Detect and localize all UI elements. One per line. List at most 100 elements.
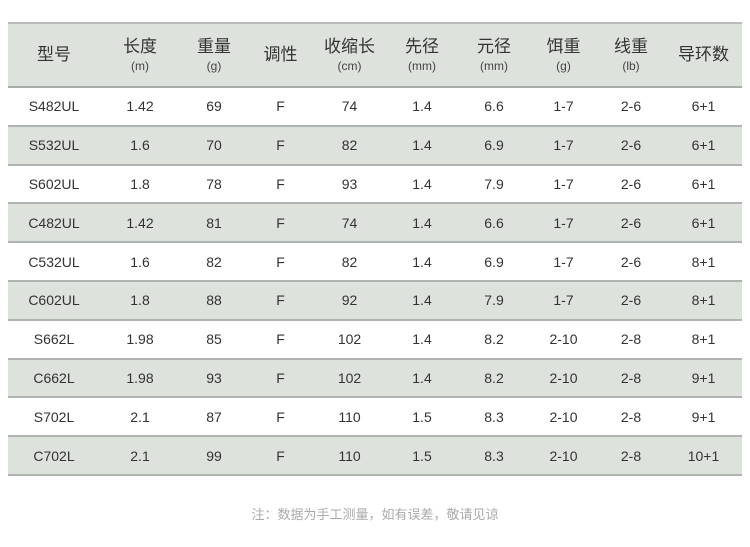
table-cell: 7.9: [484, 175, 504, 192]
table-cell: 2-6: [620, 98, 642, 115]
table-cell: F: [276, 214, 285, 231]
column-label: 先径: [405, 37, 439, 56]
table-row: C482UL 1.42 81 F 74 1.4 6.6 1-7 2-6 6+1: [8, 203, 742, 243]
table-cell: 78: [206, 175, 222, 192]
table-cell: 1-7: [553, 253, 574, 270]
table-cell: F: [276, 175, 285, 192]
table-cell: 2-6: [620, 214, 642, 231]
table-cell: 1.4: [412, 331, 432, 348]
table-cell: 2-10: [549, 331, 578, 348]
table-cell: 1.98: [126, 369, 154, 386]
column-label: 导环数: [678, 45, 729, 64]
table-cell: 1.8: [130, 292, 150, 309]
table-cell: 70: [206, 137, 222, 154]
table-cell: 8.2: [484, 331, 504, 348]
table-cell: 88: [206, 292, 222, 309]
table-cell: 9+1: [691, 408, 716, 425]
table-cell: 85: [206, 331, 222, 348]
column-header: 型号: [8, 23, 100, 87]
table-cell: 7.9: [484, 292, 504, 309]
table-cell: 102: [337, 331, 362, 348]
table-cell: 110: [338, 408, 361, 425]
table-cell: S662L: [33, 331, 75, 348]
column-header: 元径 (mm): [458, 23, 530, 87]
table-cell: 1.4: [412, 214, 432, 231]
table-cell: 8.3: [484, 408, 504, 425]
table-cell: 1-7: [553, 175, 574, 192]
table-cell: 102: [337, 369, 362, 386]
table-cell: 69: [206, 98, 222, 115]
table-cell: 2-8: [620, 408, 642, 425]
table-cell: 6+1: [691, 98, 716, 115]
table-cell: 1.4: [412, 253, 432, 270]
table-row: S662L 1.98 85 F 102 1.4 8.2 2-10 2-8 8+1: [8, 320, 742, 359]
table-cell: 92: [341, 292, 358, 309]
column-header: 长度 (m): [100, 23, 180, 87]
table-cell: 1.6: [130, 137, 150, 154]
table-cell: 1.4: [412, 369, 432, 386]
table-cell: 2-10: [549, 369, 578, 386]
table-cell: 2.1: [130, 408, 150, 425]
table-cell: 1.5: [412, 408, 432, 425]
table-header: 型号 长度 (m) 重量 (g) 调性 收缩长 (cm) 先径 (mm) 元径 (mm) 饵重 (g) 线重…: [8, 23, 742, 87]
table-cell: 2.1: [130, 447, 150, 464]
table-cell: 2-6: [620, 253, 642, 270]
table-cell: F: [276, 408, 285, 425]
table-cell: 1-7: [553, 292, 574, 309]
table-cell: C602UL: [28, 292, 80, 309]
table-cell: F: [276, 292, 285, 309]
table-row: S532UL 1.6 70 F 82 1.4 6.9 1-7 2-6 6+1: [8, 125, 742, 165]
column-label: 元径: [477, 37, 511, 56]
table-cell: 2-8: [620, 447, 642, 464]
table-cell: F: [276, 331, 285, 348]
table-cell: 99: [206, 447, 222, 464]
table-cell: 2-10: [549, 447, 578, 464]
table-cell: 81: [206, 214, 222, 231]
column-label: 饵重: [546, 37, 581, 56]
footnote: 注：数据为手工测量，如有误差，敬请见谅: [251, 507, 499, 522]
table-cell: 2-6: [620, 137, 642, 154]
table-cell: 82: [341, 253, 358, 270]
column-unit: (g): [206, 59, 222, 73]
table-cell: 1-7: [553, 137, 574, 154]
table-cell: 8+1: [691, 331, 716, 348]
table-cell: 6.6: [484, 214, 504, 231]
column-unit: (mm): [408, 59, 436, 73]
column-header: 先径 (mm): [386, 23, 458, 87]
table-cell: 1.4: [412, 175, 432, 192]
table-cell: 74: [341, 214, 358, 231]
column-unit: (g): [556, 59, 571, 73]
table-cell: 82: [206, 253, 222, 270]
column-unit: (cm): [337, 59, 362, 73]
table-cell: F: [276, 253, 285, 270]
table-row: C532UL 1.6 82 F 82 1.4 6.9 1-7 2-6 8+1: [8, 242, 742, 281]
table-row: C702L 2.1 99 F 110 1.5 8.3 2-10 2-8 10+1: [8, 436, 742, 475]
table-cell: F: [276, 369, 285, 386]
table-row: C602UL 1.8 88 F 92 1.4 7.9 1-7 2-6 8+1: [8, 280, 742, 320]
table-row: S482UL 1.42 69 F 74 1.4 6.6 1-7 2-6 6+1: [8, 87, 742, 126]
column-label: 调性: [263, 45, 298, 64]
table-cell: 1.42: [126, 98, 154, 115]
table-cell: 1-7: [553, 98, 574, 115]
table-cell: 6+1: [691, 214, 716, 231]
table-cell: 8+1: [691, 253, 716, 270]
table-cell: 93: [341, 175, 358, 192]
table-cell: C662L: [33, 369, 75, 386]
table-cell: S532UL: [28, 137, 80, 154]
table-cell: 2-6: [620, 175, 642, 192]
table-cell: 10+1: [687, 447, 720, 464]
table-cell: S482UL: [28, 98, 80, 115]
column-header: 收缩长 (cm): [313, 23, 386, 87]
table-cell: 1.98: [126, 331, 154, 348]
column-unit: (mm): [480, 59, 508, 73]
table-cell: F: [276, 137, 285, 154]
table-row: S702L 2.1 87 F 110 1.5 8.3 2-10 2-8 9+1: [8, 397, 742, 437]
table-cell: 1.42: [126, 214, 154, 231]
column-header: 重量 (g): [180, 23, 248, 87]
column-header: 饵重 (g): [530, 23, 597, 87]
table-cell: C482UL: [28, 214, 80, 231]
table-cell: 6+1: [691, 175, 716, 192]
table-cell: 74: [341, 98, 358, 115]
column-label: 型号: [37, 45, 71, 64]
table-cell: 1.4: [412, 292, 432, 309]
